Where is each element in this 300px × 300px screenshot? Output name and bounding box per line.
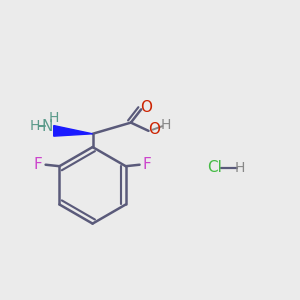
Text: O: O <box>148 122 160 137</box>
Text: N: N <box>41 119 52 134</box>
Text: F: F <box>142 157 151 172</box>
Text: O: O <box>140 100 152 116</box>
Text: Cl: Cl <box>207 160 222 175</box>
Text: H: H <box>30 119 40 134</box>
Polygon shape <box>54 126 93 136</box>
Text: H: H <box>161 118 171 132</box>
Text: H: H <box>49 112 59 125</box>
Text: H: H <box>235 161 245 175</box>
Text: F: F <box>34 157 43 172</box>
